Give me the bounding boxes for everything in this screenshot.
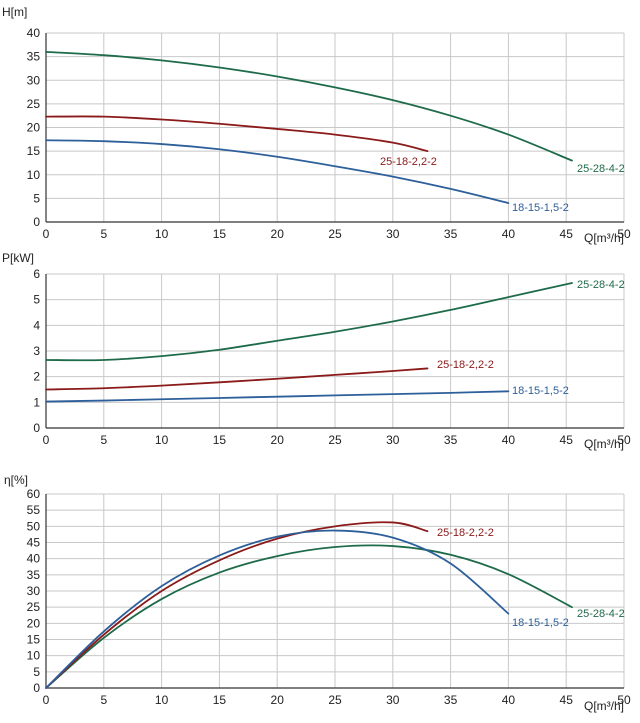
head-x-tick-label: 50 [617, 227, 631, 241]
efficiency-x-tick-label: 15 [213, 693, 227, 707]
power-y-tick-label: 6 [33, 267, 40, 281]
head-x-tick-label: 35 [444, 227, 458, 241]
power-x-axis-label: Q[m³/h] [584, 437, 624, 451]
efficiency-y-tick-label: 30 [27, 584, 41, 598]
power-y-tick-label: 4 [33, 318, 40, 332]
head-x-axis-label: Q[m³/h] [584, 231, 624, 245]
efficiency-y-tick-label: 40 [27, 552, 41, 566]
power-y-tick-label: 0 [33, 421, 40, 435]
power-x-tick-label: 15 [213, 433, 227, 447]
efficiency-series-label-18-15-1-5-2: 18-15-1,5-2 [512, 617, 569, 629]
power-series-25-28-4-2-line [45, 282, 573, 362]
power-x-tick-label: 25 [328, 433, 342, 447]
efficiency-y-tick-label: 10 [27, 649, 41, 663]
head-y-tick-label: 25 [27, 97, 41, 111]
efficiency-x-tick-label: 45 [560, 693, 574, 707]
head-series-25-18-2-2-2-line [45, 115, 429, 153]
head-x-tick-label: 15 [213, 227, 227, 241]
efficiency-series-label-25-28-4-2: 25-28-4-2 [577, 608, 625, 620]
efficiency-x-tick-label: 0 [43, 693, 50, 707]
power-x-tick-label: 50 [617, 433, 631, 447]
power-series-label-25-28-4-2: 25-28-4-2 [577, 279, 625, 291]
head-x-tick-label: 10 [155, 227, 169, 241]
power-y-tick-label: 2 [33, 370, 40, 384]
efficiency-y-tick-label: 25 [27, 600, 41, 614]
head-series-label-18-15-1-5-2: 18-15-1,5-2 [512, 202, 569, 214]
efficiency-x-tick-label: 5 [100, 693, 107, 707]
efficiency-y-tick-label: 55 [27, 503, 41, 517]
head-x-tick-label: 30 [386, 227, 400, 241]
power-y-tick-label: 3 [33, 344, 40, 358]
efficiency-x-tick-label: 50 [617, 693, 631, 707]
efficiency-y-tick-label: 15 [27, 633, 41, 647]
power-x-tick-label: 5 [100, 433, 107, 447]
efficiency-series-25-18-2-2-2-line [45, 521, 429, 689]
efficiency-series-18-15-1-5-2-line [45, 529, 510, 689]
power-x-tick-label: 40 [502, 433, 516, 447]
head-series-25-28-4-2-line [45, 51, 573, 162]
head-y-tick-label: 10 [27, 168, 41, 182]
efficiency-y-tick-label: 35 [27, 568, 41, 582]
power-series-18-15-1-5-2-line [45, 390, 510, 403]
efficiency-y-tick-label: 20 [27, 616, 41, 630]
efficiency-series-label-25-18-2-2-2: 25-18-2,2-2 [437, 527, 494, 539]
power-series-label-18-15-1-5-2: 18-15-1,5-2 [512, 385, 569, 397]
power-y-tick-label: 5 [33, 293, 40, 307]
head-y-tick-label: 5 [33, 191, 40, 205]
power-series-25-18-2-2-2-line [45, 367, 429, 391]
efficiency-x-axis-label: Q[m³/h] [584, 699, 624, 713]
head-x-tick-label: 20 [271, 227, 285, 241]
power-y-axis-label: P[kW] [2, 251, 34, 265]
efficiency-y-tick-label: 5 [33, 665, 40, 679]
efficiency-series-25-28-4-2-line [45, 544, 573, 689]
head-x-tick-label: 40 [502, 227, 516, 241]
head-y-tick-label: 0 [33, 215, 40, 229]
head-x-tick-label: 45 [560, 227, 574, 241]
power-x-tick-label: 20 [271, 433, 285, 447]
power-y-tick-label: 1 [33, 395, 40, 409]
efficiency-x-tick-label: 30 [386, 693, 400, 707]
head-x-tick-label: 0 [43, 227, 50, 241]
efficiency-y-tick-label: 50 [27, 519, 41, 533]
head-y-tick-label: 30 [27, 73, 41, 87]
power-series-label-25-18-2-2-2: 25-18-2,2-2 [437, 359, 494, 371]
power-x-tick-label: 45 [560, 433, 574, 447]
efficiency-y-tick-label: 60 [27, 487, 41, 501]
head-x-tick-label: 5 [100, 227, 107, 241]
efficiency-x-tick-label: 40 [502, 693, 516, 707]
head-series-label-25-18-2-2-2: 25-18-2,2-2 [380, 156, 437, 168]
head-x-tick-label: 25 [328, 227, 342, 241]
head-y-tick-label: 40 [27, 26, 41, 40]
efficiency-y-tick-label: 45 [27, 536, 41, 550]
efficiency-x-tick-label: 10 [155, 693, 169, 707]
power-x-tick-label: 35 [444, 433, 458, 447]
head-y-axis-label: H[m] [2, 5, 27, 19]
power-x-tick-label: 10 [155, 433, 169, 447]
head-y-tick-label: 20 [27, 121, 41, 135]
efficiency-y-axis-label: η[%] [4, 473, 28, 487]
head-series-label-25-28-4-2: 25-28-4-2 [577, 163, 625, 175]
power-x-tick-label: 0 [43, 433, 50, 447]
efficiency-x-tick-label: 20 [271, 693, 285, 707]
head-y-tick-label: 35 [27, 50, 41, 64]
efficiency-x-tick-label: 25 [328, 693, 342, 707]
head-y-tick-label: 15 [27, 144, 41, 158]
efficiency-y-tick-label: 0 [33, 681, 40, 695]
head-series-18-15-1-5-2-line [45, 139, 510, 204]
efficiency-x-tick-label: 35 [444, 693, 458, 707]
power-x-tick-label: 30 [386, 433, 400, 447]
